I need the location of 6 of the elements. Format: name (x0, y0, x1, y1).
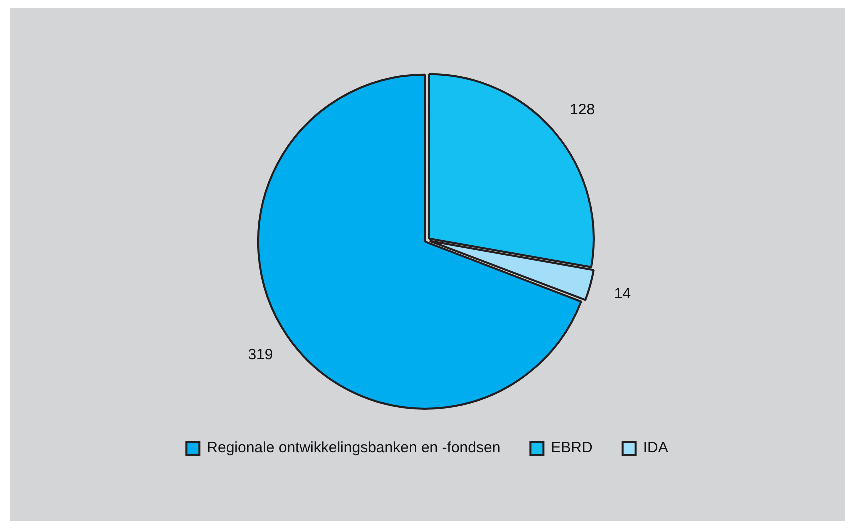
data-label: 14 (614, 285, 632, 302)
data-label: 319 (248, 346, 274, 364)
legend-label: IDA (643, 440, 668, 457)
data-label: 128 (570, 101, 596, 118)
legend-label: Regionale ontwikkelingsbanken en -fondsen (207, 440, 501, 457)
legend-label: EBRD (551, 440, 594, 457)
